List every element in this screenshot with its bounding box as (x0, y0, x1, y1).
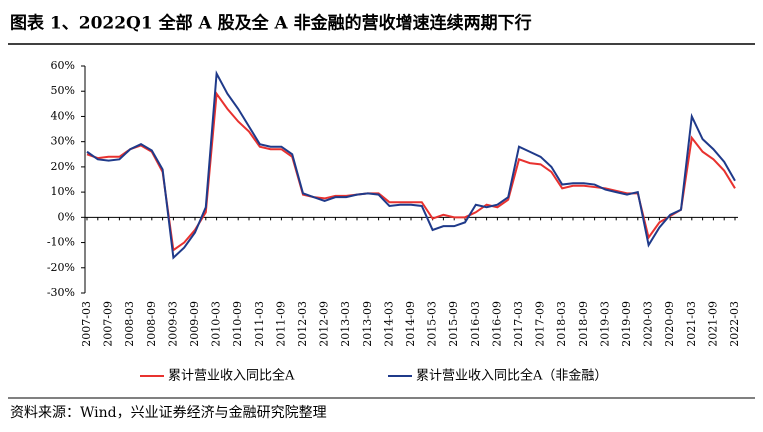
x-tick-label: 2013-09 (361, 301, 374, 347)
x-tick-label: 2010-09 (231, 301, 244, 347)
x-tick-label: 2017-03 (512, 301, 525, 347)
series-line (86, 70, 736, 260)
x-tick-label: 2014-03 (382, 301, 395, 347)
y-tick-label: 40% (51, 109, 75, 122)
x-tick-label: 2020-09 (663, 301, 676, 347)
x-tick-label: 2022-03 (728, 301, 741, 347)
y-tick-label: -10% (47, 236, 75, 249)
chart-title: 图表 1、2022Q1 全部 A 股及全 A 非金融的营收增速连续两期下行 (10, 13, 532, 34)
y-tick-label: 30% (51, 135, 75, 148)
x-tick-label: 2020-03 (642, 301, 655, 347)
x-tick-label: 2009-09 (188, 301, 201, 347)
x-tick-label: 2019-03 (598, 301, 611, 347)
y-tick-label: -30% (47, 286, 75, 299)
x-tick-label: 2007-09 (102, 301, 115, 347)
source: 资料来源：Wind，兴业证券经济与金融研究院整理 (10, 405, 327, 421)
x-tick-label: 2012-09 (318, 301, 331, 347)
legend-label: 累计营业收入同比全A (168, 368, 295, 384)
y-tick-label: 50% (51, 84, 75, 97)
x-tick-label: 2016-03 (469, 301, 482, 347)
x-tick-label: 2011-03 (253, 301, 266, 347)
y-tick-label: 60% (51, 59, 75, 72)
x-tick-label: 2010-03 (210, 301, 223, 347)
x-tick-label: 2015-03 (426, 301, 439, 347)
x-tick-label: 2008-03 (123, 301, 136, 347)
x-tick-label: 2013-03 (339, 301, 352, 347)
x-tick-label: 2016-09 (490, 301, 503, 347)
y-tick-label: -20% (47, 261, 75, 274)
x-tick-label: 2012-03 (296, 301, 309, 347)
y-tick-label: 0% (58, 210, 75, 223)
x-tick-label: 2021-03 (685, 301, 698, 347)
x-tick-label: 2014-09 (404, 301, 417, 347)
y-tick-label: 20% (51, 160, 75, 173)
x-tick-label: 2019-09 (620, 301, 633, 347)
x-tick-label: 2021-09 (706, 301, 719, 347)
x-tick-label: 2018-03 (555, 301, 568, 347)
x-tick-label: 2015-09 (447, 301, 460, 347)
x-tick-label: 2017-09 (534, 301, 547, 347)
legend-label: 累计营业收入同比全A（非金融） (416, 368, 607, 384)
x-tick-label: 2009-03 (166, 301, 179, 347)
x-tick-label: 2011-09 (274, 301, 287, 347)
series-line (86, 90, 736, 252)
x-tick-label: 2008-09 (145, 301, 158, 347)
y-tick-label: 10% (51, 185, 75, 198)
x-tick-label: 2018-09 (577, 301, 590, 347)
x-tick-label: 2007-03 (80, 301, 93, 347)
